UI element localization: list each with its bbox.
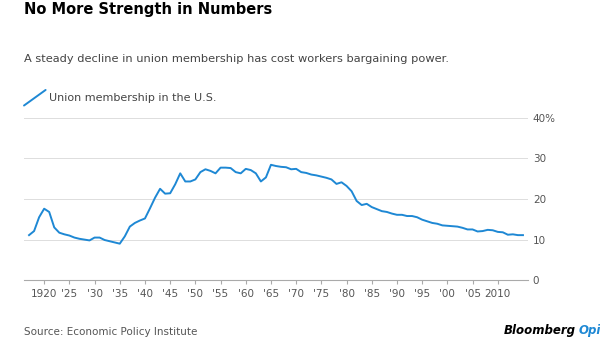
Text: No More Strength in Numbers: No More Strength in Numbers xyxy=(24,2,272,17)
Text: A steady decline in union membership has cost workers bargaining power.: A steady decline in union membership has… xyxy=(24,54,449,64)
Text: Union membership in the U.S.: Union membership in the U.S. xyxy=(49,93,217,102)
Text: Source: Economic Policy Institute: Source: Economic Policy Institute xyxy=(24,327,197,337)
Text: Opinion: Opinion xyxy=(579,324,600,337)
Text: Bloomberg: Bloomberg xyxy=(504,324,576,337)
